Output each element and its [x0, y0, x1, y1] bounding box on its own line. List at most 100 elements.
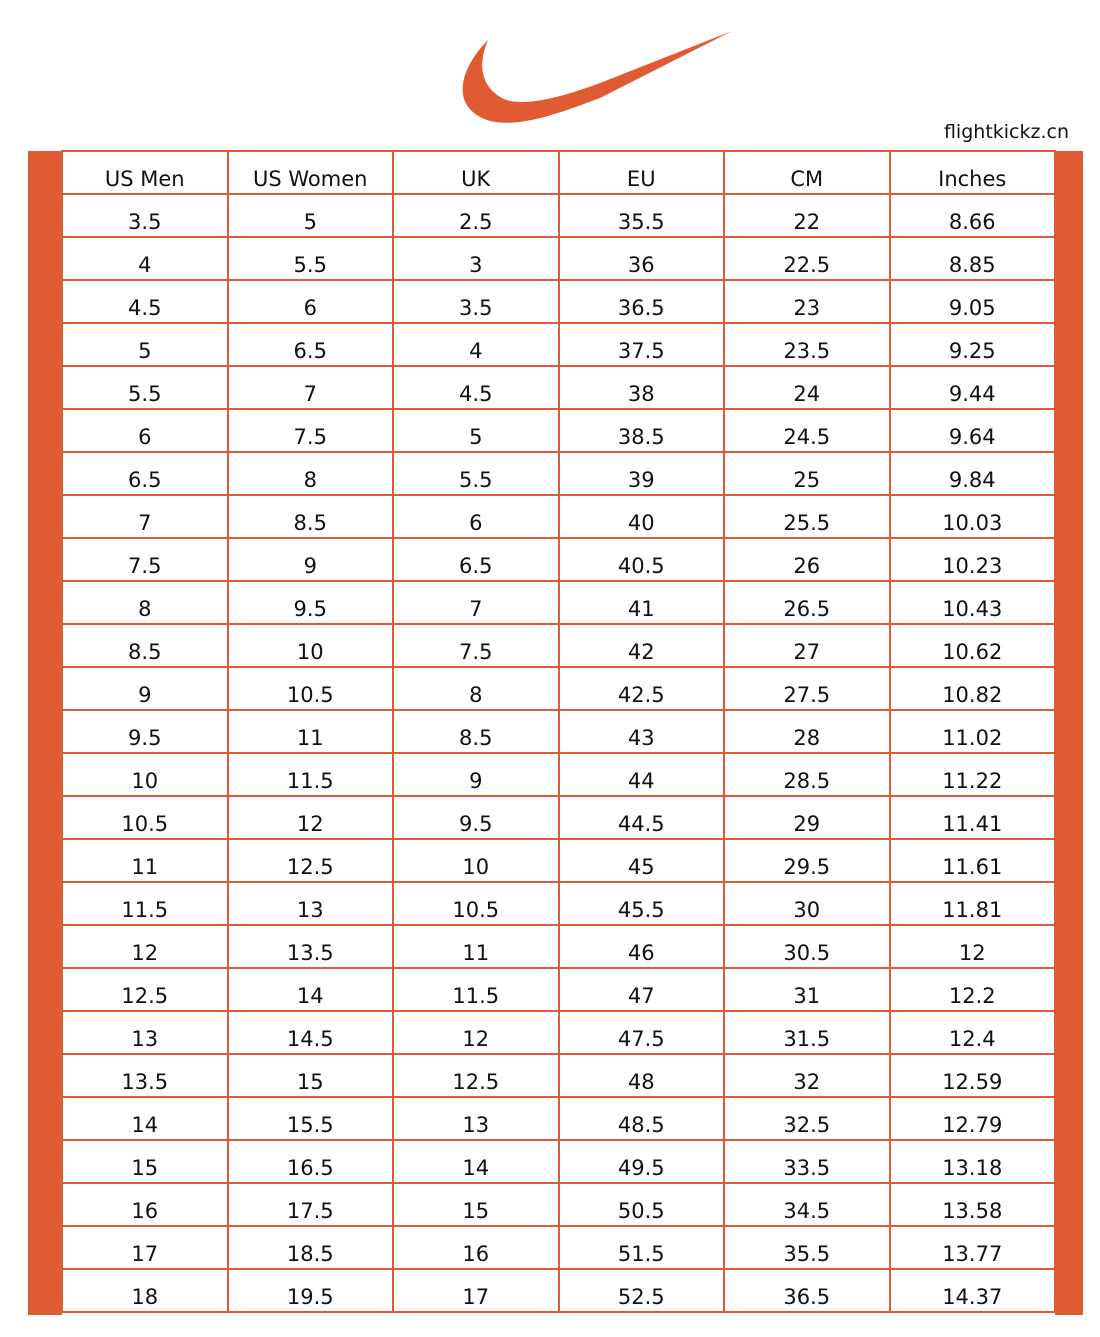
table-cell: 10.62 — [888, 623, 1056, 668]
table-cell: 27 — [723, 623, 891, 668]
table-cell: 13 — [226, 881, 394, 926]
table-cell: 14 — [392, 1139, 560, 1184]
table-cell: 11.5 — [226, 752, 394, 797]
table-cell: 27.5 — [723, 666, 891, 711]
table-cell: 18.5 — [226, 1225, 394, 1270]
table-cell: 42.5 — [557, 666, 725, 711]
table-cell: 8.5 — [226, 494, 394, 539]
table-row: 10 11.5 9 44 28.5 11.22 — [61, 752, 1056, 797]
table-cell: 7 — [392, 580, 560, 625]
table-row: 7 8.5 6 40 25.5 10.03 — [61, 494, 1056, 539]
table-row: 5.5 7 4.5 38 24 9.44 — [61, 365, 1056, 410]
table-cell: 3.5 — [392, 279, 560, 324]
table-cell: 8 — [61, 580, 229, 625]
table-cell: 50.5 — [557, 1182, 725, 1227]
table-row: 18 19.5 17 52.5 36.5 14.37 — [61, 1268, 1056, 1313]
table-cell: 23 — [723, 279, 891, 324]
table-row: 3.5 5 2.5 35.5 22 8.66 — [61, 193, 1056, 238]
table-row: 5 6.5 4 37.5 23.5 9.25 — [61, 322, 1056, 367]
table-cell: 7.5 — [226, 408, 394, 453]
column-header: EU — [557, 150, 725, 195]
table-row: 13.5 15 12.5 48 32 12.59 — [61, 1053, 1056, 1098]
table-cell: 13.58 — [888, 1182, 1056, 1227]
table-cell: 13.77 — [888, 1225, 1056, 1270]
table-cell: 24 — [723, 365, 891, 410]
table-cell: 36 — [557, 236, 725, 281]
table-cell: 17.5 — [226, 1182, 394, 1227]
table-cell: 40 — [557, 494, 725, 539]
table-cell: 13.5 — [226, 924, 394, 969]
table-row: 9 10.5 8 42.5 27.5 10.82 — [61, 666, 1056, 711]
table-cell: 29 — [723, 795, 891, 840]
table-cell: 12.5 — [61, 967, 229, 1012]
table-cell: 14 — [61, 1096, 229, 1141]
table-cell: 10.5 — [61, 795, 229, 840]
table-cell: 37.5 — [557, 322, 725, 367]
table-cell: 14.37 — [888, 1268, 1056, 1313]
table-row: 8.5 10 7.5 42 27 10.62 — [61, 623, 1056, 668]
table-cell: 5.5 — [226, 236, 394, 281]
table-cell: 6.5 — [226, 322, 394, 367]
table-cell: 11 — [392, 924, 560, 969]
table-cell: 2.5 — [392, 193, 560, 238]
table-cell: 8 — [392, 666, 560, 711]
column-header: UK — [392, 150, 560, 195]
table-cell: 22 — [723, 193, 891, 238]
table-cell: 12.2 — [888, 967, 1056, 1012]
table-cell: 16 — [61, 1182, 229, 1227]
table-cell: 6.5 — [61, 451, 229, 496]
table-row: 17 18.5 16 51.5 35.5 13.77 — [61, 1225, 1056, 1270]
table-cell: 9.84 — [888, 451, 1056, 496]
table-cell: 7.5 — [392, 623, 560, 668]
table-cell: 52.5 — [557, 1268, 725, 1313]
table-cell: 16.5 — [226, 1139, 394, 1184]
table-cell: 9.64 — [888, 408, 1056, 453]
table-cell: 38 — [557, 365, 725, 410]
table-cell: 36.5 — [557, 279, 725, 324]
table-cell: 14.5 — [226, 1010, 394, 1055]
table-cell: 35.5 — [557, 193, 725, 238]
table-cell: 11.22 — [888, 752, 1056, 797]
table-cell: 48.5 — [557, 1096, 725, 1141]
table-row: 6.5 8 5.5 39 25 9.84 — [61, 451, 1056, 496]
table-cell: 9 — [226, 537, 394, 582]
table-row: 4.5 6 3.5 36.5 23 9.05 — [61, 279, 1056, 324]
table-cell: 5 — [226, 193, 394, 238]
table-cell: 43 — [557, 709, 725, 754]
table-cell: 10.23 — [888, 537, 1056, 582]
table-row: 4 5.5 3 36 22.5 8.85 — [61, 236, 1056, 281]
site-watermark: flightkickz.cn — [943, 121, 1069, 143]
table-cell: 51.5 — [557, 1225, 725, 1270]
table-cell: 39 — [557, 451, 725, 496]
table-cell: 9.5 — [226, 580, 394, 625]
table-cell: 15 — [392, 1182, 560, 1227]
right-accent-bar — [1055, 151, 1083, 1315]
table-cell: 17 — [392, 1268, 560, 1313]
table-cell: 35.5 — [723, 1225, 891, 1270]
table-cell: 44 — [557, 752, 725, 797]
table-cell: 32.5 — [723, 1096, 891, 1141]
table-cell: 5 — [61, 322, 229, 367]
table-cell: 16 — [392, 1225, 560, 1270]
column-header: US Women — [226, 150, 394, 195]
table-cell: 31 — [723, 967, 891, 1012]
column-header: Inches — [888, 150, 1056, 195]
table-row: 8 9.5 7 41 26.5 10.43 — [61, 580, 1056, 625]
table-cell: 12 — [226, 795, 394, 840]
table-cell: 7 — [61, 494, 229, 539]
table-cell: 12.4 — [888, 1010, 1056, 1055]
table-cell: 4.5 — [392, 365, 560, 410]
table-row: 7.5 9 6.5 40.5 26 10.23 — [61, 537, 1056, 582]
table-row: 6 7.5 5 38.5 24.5 9.64 — [61, 408, 1056, 453]
table-cell: 25.5 — [723, 494, 891, 539]
left-accent-bar — [28, 151, 62, 1315]
table-cell: 17 — [61, 1225, 229, 1270]
table-cell: 10.03 — [888, 494, 1056, 539]
table-cell: 12 — [888, 924, 1056, 969]
table-cell: 15 — [61, 1139, 229, 1184]
table-cell: 8.66 — [888, 193, 1056, 238]
table-cell: 9.25 — [888, 322, 1056, 367]
column-header: US Men — [61, 150, 229, 195]
table-cell: 12.5 — [226, 838, 394, 883]
table-cell: 12.59 — [888, 1053, 1056, 1098]
